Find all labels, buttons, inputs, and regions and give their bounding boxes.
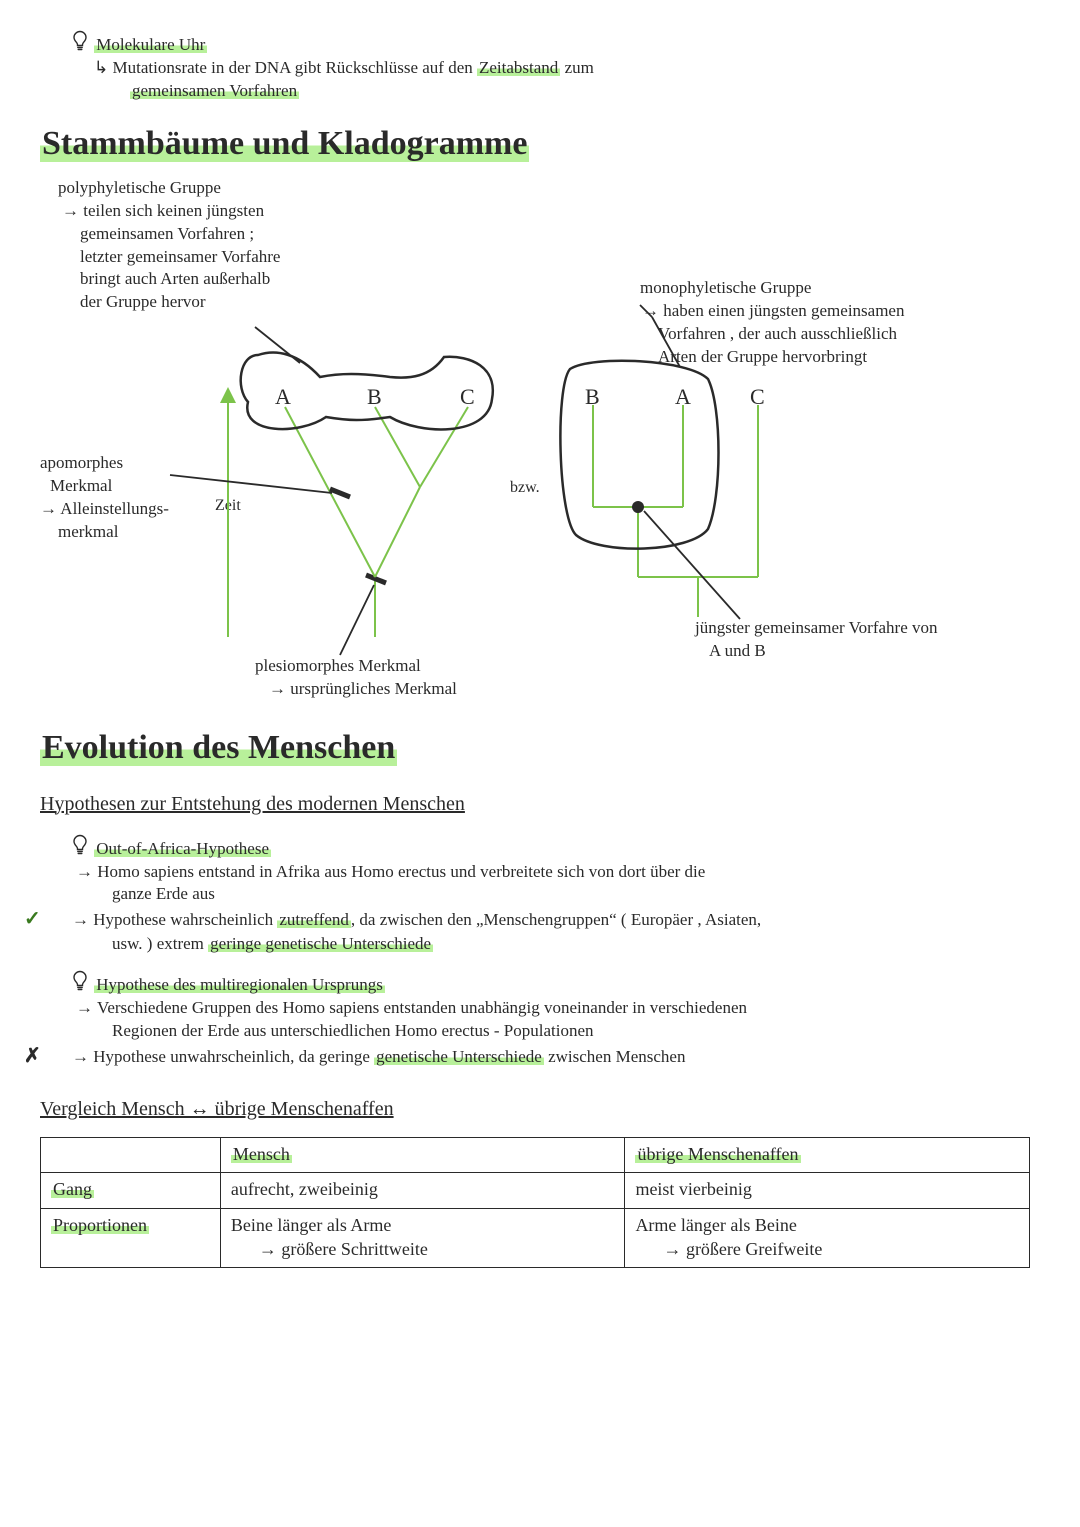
comparison-table: Mensch übrige Menschenaffen Gang aufrech… (40, 1137, 1030, 1268)
r2c1a: Beine länger als Arme (231, 1213, 615, 1237)
hyp1-title-row: Out-of-Africa-Hypothese (40, 834, 1040, 861)
r2c2a: Arme länger als Beine (635, 1213, 1019, 1237)
table-rowhead-gang: Gang (41, 1173, 221, 1208)
hyp1-l4: usw. ) extrem geringe genetische Untersc… (40, 933, 1040, 956)
r2c1b: → größere Schrittweite (231, 1237, 615, 1261)
lightbulb-icon (70, 30, 90, 56)
hyp2-l3: ✗ → Hypothese unwahrscheinlich, da gering… (40, 1043, 1040, 1070)
cmp-sub-text: Vergleich Mensch ↔ übrige Menschenaffen (40, 1096, 394, 1123)
hyp1-l4a: usw. ) extrem (112, 934, 208, 953)
hyp2-l3c: zwischen Menschen (544, 1047, 686, 1066)
table-rowhead-prop: Proportionen (41, 1208, 221, 1268)
r1c1: aufrecht, zweibeinig (220, 1173, 625, 1208)
hyp1-l4b: geringe genetische Unterschiede (208, 934, 433, 953)
mol-l2a: gemeinsamen Vorfahren (130, 81, 299, 100)
r1-label: Gang (51, 1179, 94, 1199)
heading1-text: Stammbäume und Kladogramme (40, 125, 529, 162)
check-icon: ✓ (42, 906, 62, 933)
lightbulb-icon (70, 834, 90, 860)
hyp2-title: Hypothese des multiregionalen Ursprungs (94, 975, 385, 994)
hyp1-block: Out-of-Africa-Hypothese → Homo sapiens e… (40, 834, 1040, 957)
diagram-cladogram: polyphyletische Gruppe → teilen sich kei… (40, 177, 1040, 707)
hyp1-l1: → Homo sapiens entstand in Afrika aus Ho… (40, 861, 1040, 884)
table-row: Gang aufrecht, zweibeinig meist vierbein… (41, 1173, 1030, 1208)
table-row: Mensch übrige Menschenaffen (41, 1138, 1030, 1173)
r2c2b: → größere Greifweite (635, 1237, 1019, 1261)
hyp2-block: Hypothese des multiregionalen Ursprungs … (40, 970, 1040, 1070)
r2-label: Proportionen (51, 1215, 149, 1235)
hyp2-title-row: Hypothese des multiregionalen Ursprungs (40, 970, 1040, 997)
hyp1-l2: ganze Erde aus (40, 883, 1040, 906)
heading-evolution: Evolution des Menschen (40, 725, 1040, 771)
r2c1: Beine länger als Arme → größere Schrittw… (220, 1208, 625, 1268)
hyp2-l2: Regionen der Erde aus unterschiedlichen … (40, 1020, 1040, 1043)
hyp2-l3a: → Hypothese unwahrscheinlich, da geringe (72, 1047, 374, 1066)
mol-l1c: zum (560, 58, 594, 77)
th-mensch: Mensch (231, 1144, 292, 1164)
section-molekulare-uhr: Molekulare Uhr ↳ Mutationsrate in der DN… (40, 30, 1040, 103)
hyp1-title: Out-of-Africa-Hypothese (94, 839, 271, 858)
diagram-svg (40, 177, 1040, 707)
mol-line1: ↳ Mutationsrate in der DNA gibt Rückschl… (40, 57, 1040, 80)
table-cell-empty (41, 1138, 221, 1173)
hyp-subheading: Hypothesen zur Entstehung des modernen M… (40, 781, 1040, 824)
hyp2-l1: → Verschiedene Gruppen des Homo sapiens … (40, 997, 1040, 1020)
mol-line2: gemeinsamen Vorfahren (40, 80, 1040, 103)
cross-icon: ✗ (42, 1043, 62, 1070)
heading-stammbaeume: Stammbäume und Kladogramme (40, 121, 1040, 167)
hyp1-l3c: , da zwischen den „Menschengruppen“ ( Eu… (351, 910, 761, 929)
bulb-row: Molekulare Uhr (40, 30, 1040, 57)
hyp1-l3b: zutreffend (277, 910, 351, 929)
table-head-affen: übrige Menschenaffen (625, 1138, 1030, 1173)
r1c2: meist vierbeinig (625, 1173, 1030, 1208)
hyp2-l3b: genetische Unterschiede (374, 1047, 544, 1066)
molekulare-uhr-title: Molekulare Uhr (94, 35, 207, 54)
mol-l1a: Mutationsrate in der DNA gibt Rückschlüs… (113, 58, 478, 77)
hyp1-l3a: → Hypothese wahrscheinlich (72, 910, 277, 929)
lightbulb-icon (70, 970, 90, 996)
heading2-text: Evolution des Menschen (40, 729, 397, 766)
th-affen: übrige Menschenaffen (635, 1144, 800, 1164)
mol-l1b: Zeitabstand (477, 58, 560, 77)
hyp1-l3: ✓ → Hypothese wahrscheinlich zutreffend, … (40, 906, 1040, 933)
cmp-subheading: Vergleich Mensch ↔ übrige Menschenaffen (40, 1086, 1040, 1129)
table-row: Proportionen Beine länger als Arme → grö… (41, 1208, 1030, 1268)
r2c2: Arme länger als Beine → größere Greifwei… (625, 1208, 1030, 1268)
table-head-mensch: Mensch (220, 1138, 625, 1173)
hyp-sub-text: Hypothesen zur Entstehung des modernen M… (40, 791, 465, 818)
